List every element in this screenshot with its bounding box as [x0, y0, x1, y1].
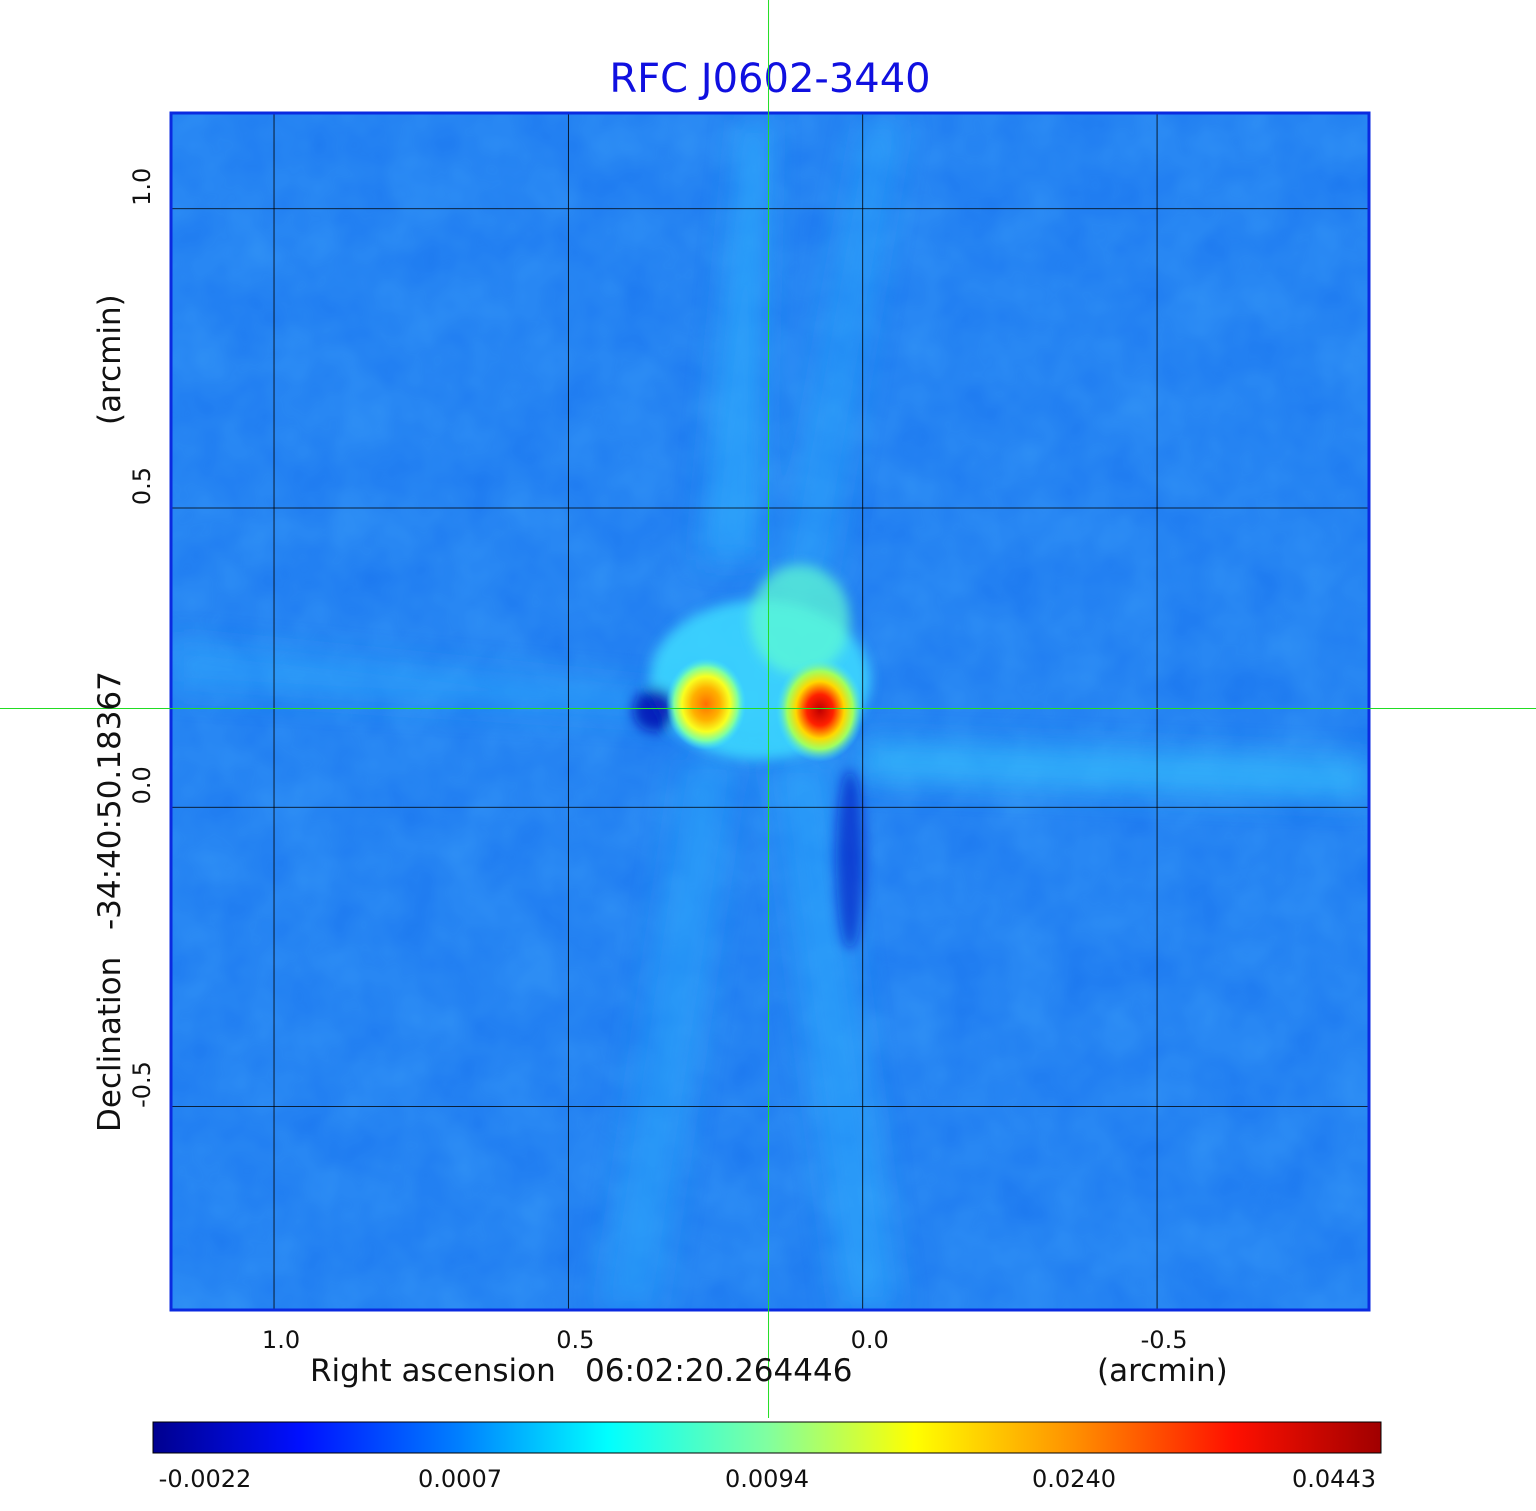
colorbar-tick-label: 0.0240	[1032, 1465, 1116, 1493]
x-tick-label: 0.0	[851, 1326, 889, 1354]
y-tick-label: 0.0	[128, 766, 156, 804]
colorbar-tick-label: 0.0443	[1292, 1465, 1376, 1493]
colorbar-tick-label: 0.0094	[725, 1465, 809, 1493]
x-tick-label: 1.0	[262, 1326, 300, 1354]
colorbar-labels: -0.0022 0.0007 0.0094 0.0240 0.0443	[159, 1465, 1376, 1493]
y-axis-label-name: Declination	[92, 957, 128, 1132]
source-primary	[776, 658, 864, 762]
x-axis-label-unit: (arcmin)	[1097, 1353, 1228, 1389]
y-tick-label: -0.5	[128, 1061, 156, 1108]
x-tick-label: -0.5	[1141, 1326, 1188, 1354]
image-area	[171, 113, 1369, 1310]
y-tick-label: 1.0	[128, 168, 156, 206]
chart-title: RFC J0602-3440	[609, 56, 930, 102]
colorbar-tick-label: 0.0007	[418, 1465, 502, 1493]
y-axis-label-unit: (arcmin)	[92, 294, 128, 425]
grid-lines	[171, 113, 1369, 1310]
x-axis-label-coordinate: 06:02:20.264446	[585, 1353, 852, 1389]
colorbar-tick-label: -0.0022	[159, 1465, 252, 1493]
x-tick-labels: 1.0 0.5 0.0 -0.5	[262, 1326, 1188, 1354]
x-axis-label-name: Right ascension	[310, 1353, 556, 1389]
y-axis-label-coordinate: -34:40:50.18367	[92, 671, 128, 930]
crosshair	[0, 0, 1536, 1418]
sidelobe-streaks	[171, 120, 1369, 1310]
plot-frame	[169, 111, 1371, 1312]
y-tick-labels: 1.0 0.5 0.0 -0.5	[128, 168, 156, 1108]
source-secondary	[666, 658, 746, 750]
colorbar	[152, 1421, 1382, 1454]
x-tick-label: 0.5	[556, 1326, 594, 1354]
y-tick-label: 0.5	[128, 467, 156, 505]
